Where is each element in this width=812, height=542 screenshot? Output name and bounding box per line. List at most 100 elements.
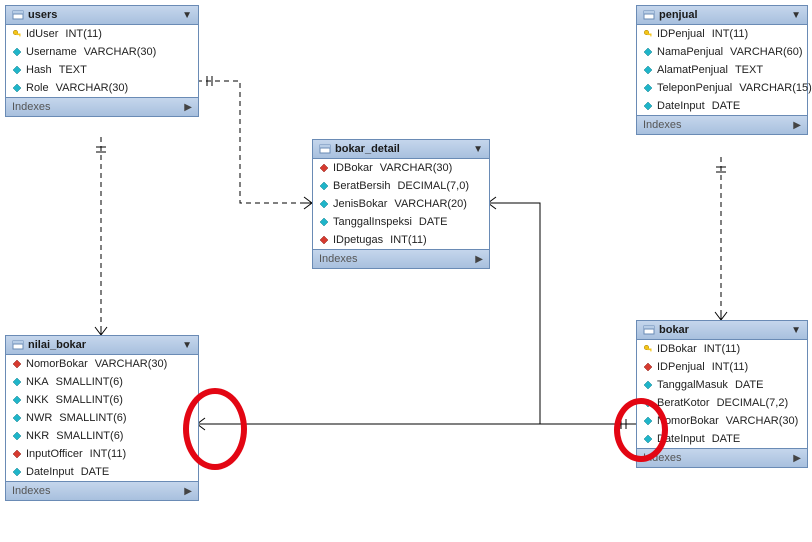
diamond_cyan-icon (12, 83, 22, 93)
diamond_cyan-icon (643, 83, 653, 93)
column-name: InputOfficer (26, 448, 83, 460)
column-type: DECIMAL(7,0) (397, 180, 469, 192)
column-type: DATE (81, 466, 110, 478)
column-row[interactable]: NWRSMALLINT(6) (6, 409, 198, 427)
indexes-row[interactable]: Indexes▶ (6, 481, 198, 500)
diamond_cyan-icon (12, 395, 22, 405)
column-type: INT(11) (390, 234, 426, 246)
column-row[interactable]: NKRSMALLINT(6) (6, 427, 198, 445)
collapse-icon[interactable]: ▼ (182, 10, 192, 21)
column-row[interactable]: IDBokarVARCHAR(30) (313, 159, 489, 177)
column-row[interactable]: UsernameVARCHAR(30) (6, 43, 198, 61)
collapse-icon[interactable]: ▼ (473, 144, 483, 155)
column-name: NKR (26, 430, 49, 442)
diamond_cyan-icon (12, 467, 22, 477)
column-row[interactable]: NamaPenjualVARCHAR(60) (637, 43, 807, 61)
column-type: DATE (712, 433, 741, 445)
column-row[interactable]: IDPenjualINT(11) (637, 358, 807, 376)
diamond_cyan-icon (319, 217, 329, 227)
column-row[interactable]: NKKSMALLINT(6) (6, 391, 198, 409)
table-header-nilai_bokar[interactable]: nilai_bokar▼ (6, 336, 198, 355)
column-row[interactable]: DateInputDATE (6, 463, 198, 481)
column-name: NomorBokar (657, 415, 719, 427)
table-bokar_detail[interactable]: bokar_detail▼IDBokarVARCHAR(30)BeratBers… (312, 139, 490, 269)
diamond_cyan-icon (643, 65, 653, 75)
column-row[interactable]: TanggalMasukDATE (637, 376, 807, 394)
key-icon (12, 29, 22, 39)
diamond_red-icon (12, 449, 22, 459)
column-name: IdUser (26, 28, 58, 40)
collapse-icon[interactable]: ▼ (182, 340, 192, 351)
table-bokar[interactable]: bokar▼IDBokarINT(11)IDPenjualINT(11)Tang… (636, 320, 808, 468)
column-row[interactable]: BeratBersihDECIMAL(7,0) (313, 177, 489, 195)
indexes-row[interactable]: Indexes▶ (313, 249, 489, 268)
column-row[interactable]: DateInputDATE (637, 430, 807, 448)
connection-end-users-nilai_bokar-start (96, 147, 106, 152)
column-row[interactable]: AlamatPenjualTEXT (637, 61, 807, 79)
connection-end-nilai_bokar-bokar-end (621, 419, 626, 429)
expand-icon[interactable]: ▶ (184, 486, 192, 497)
column-type: TEXT (735, 64, 763, 76)
column-name: IDBokar (657, 343, 697, 355)
diamond_cyan-icon (319, 199, 329, 209)
column-row[interactable]: IDpetugasINT(11) (313, 231, 489, 249)
diamond_red-icon (319, 163, 329, 173)
table-header-users[interactable]: users ▼ (6, 6, 198, 25)
column-row[interactable]: IDBokar INT(11) (637, 340, 807, 358)
column-name: JenisBokar (333, 198, 387, 210)
column-row[interactable]: NomorBokarVARCHAR(30) (637, 412, 807, 430)
expand-icon[interactable]: ▶ (184, 102, 192, 113)
column-row[interactable]: InputOfficer INT(11) (6, 445, 198, 463)
column-type: TEXT (59, 64, 87, 76)
indexes-row[interactable]: Indexes ▶ (6, 97, 198, 116)
column-name: TanggalMasuk (657, 379, 728, 391)
column-row[interactable]: JenisBokarVARCHAR(20) (313, 195, 489, 213)
column-row[interactable]: HashTEXT (6, 61, 198, 79)
indexes-row[interactable]: Indexes▶ (637, 115, 807, 134)
column-row[interactable]: DateInputDATE (637, 97, 807, 115)
expand-icon[interactable]: ▶ (793, 453, 801, 464)
table-users[interactable]: users ▼ IdUser INT(11) UsernameVARCHAR(30)Ha… (5, 5, 199, 117)
column-row[interactable]: NomorBokarVARCHAR(30) (6, 355, 198, 373)
diamond_cyan-icon (12, 47, 22, 57)
table-icon (643, 9, 655, 21)
column-type: INT(11) (90, 448, 126, 460)
column-row[interactable]: NKASMALLINT(6) (6, 373, 198, 391)
table-nilai_bokar[interactable]: nilai_bokar▼NomorBokarVARCHAR(30)NKASMAL… (5, 335, 199, 501)
column-name: NKA (26, 376, 49, 388)
key-icon (643, 29, 653, 39)
table-icon (12, 339, 24, 351)
connection-bokar_detail-bokar (488, 203, 636, 424)
column-row[interactable]: TanggalInspeksiDATE (313, 213, 489, 231)
table-icon (12, 9, 24, 21)
column-row[interactable]: IDPenjualINT(11) (637, 25, 807, 43)
table-header-bokar[interactable]: bokar ▼ (637, 321, 807, 340)
table-penjual[interactable]: penjual▼IDPenjualINT(11)NamaPenjualVARCH… (636, 5, 808, 135)
column-name: NWR (26, 412, 52, 424)
column-type: INT(11) (704, 343, 740, 355)
table-title: bokar (659, 324, 689, 336)
indexes-row[interactable]: Indexes▶ (637, 448, 807, 467)
column-name: IDPenjual (657, 361, 705, 373)
column-type: DECIMAL(7,2) (717, 397, 789, 409)
diamond_cyan-icon (643, 380, 653, 390)
diamond_cyan-icon (643, 47, 653, 57)
column-row[interactable]: RoleVARCHAR(30) (6, 79, 198, 97)
collapse-icon[interactable]: ▼ (791, 10, 801, 21)
column-row[interactable]: BeratKotorDECIMAL(7,2) (637, 394, 807, 412)
column-row[interactable]: TeleponPenjualVARCHAR(15) (637, 79, 807, 97)
table-title: users (28, 9, 57, 21)
expand-icon[interactable]: ▶ (793, 120, 801, 131)
table-header-bokar_detail[interactable]: bokar_detail▼ (313, 140, 489, 159)
indexes-label: Indexes (12, 101, 51, 113)
connection-end-penjual-bokar-start (716, 167, 726, 172)
column-name: TeleponPenjual (657, 82, 732, 94)
column-name: DateInput (657, 100, 705, 112)
key-icon (643, 344, 653, 354)
column-type: INT(11) (65, 28, 101, 40)
expand-icon[interactable]: ▶ (475, 254, 483, 265)
column-row[interactable]: IdUser INT(11) (6, 25, 198, 43)
connection-end-bokar_detail-bokar-end (621, 419, 626, 429)
collapse-icon[interactable]: ▼ (791, 325, 801, 336)
table-header-penjual[interactable]: penjual▼ (637, 6, 807, 25)
